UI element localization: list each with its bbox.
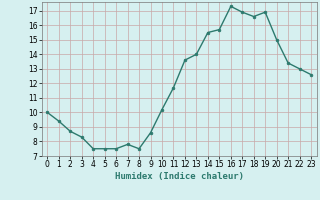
X-axis label: Humidex (Indice chaleur): Humidex (Indice chaleur) (115, 172, 244, 181)
